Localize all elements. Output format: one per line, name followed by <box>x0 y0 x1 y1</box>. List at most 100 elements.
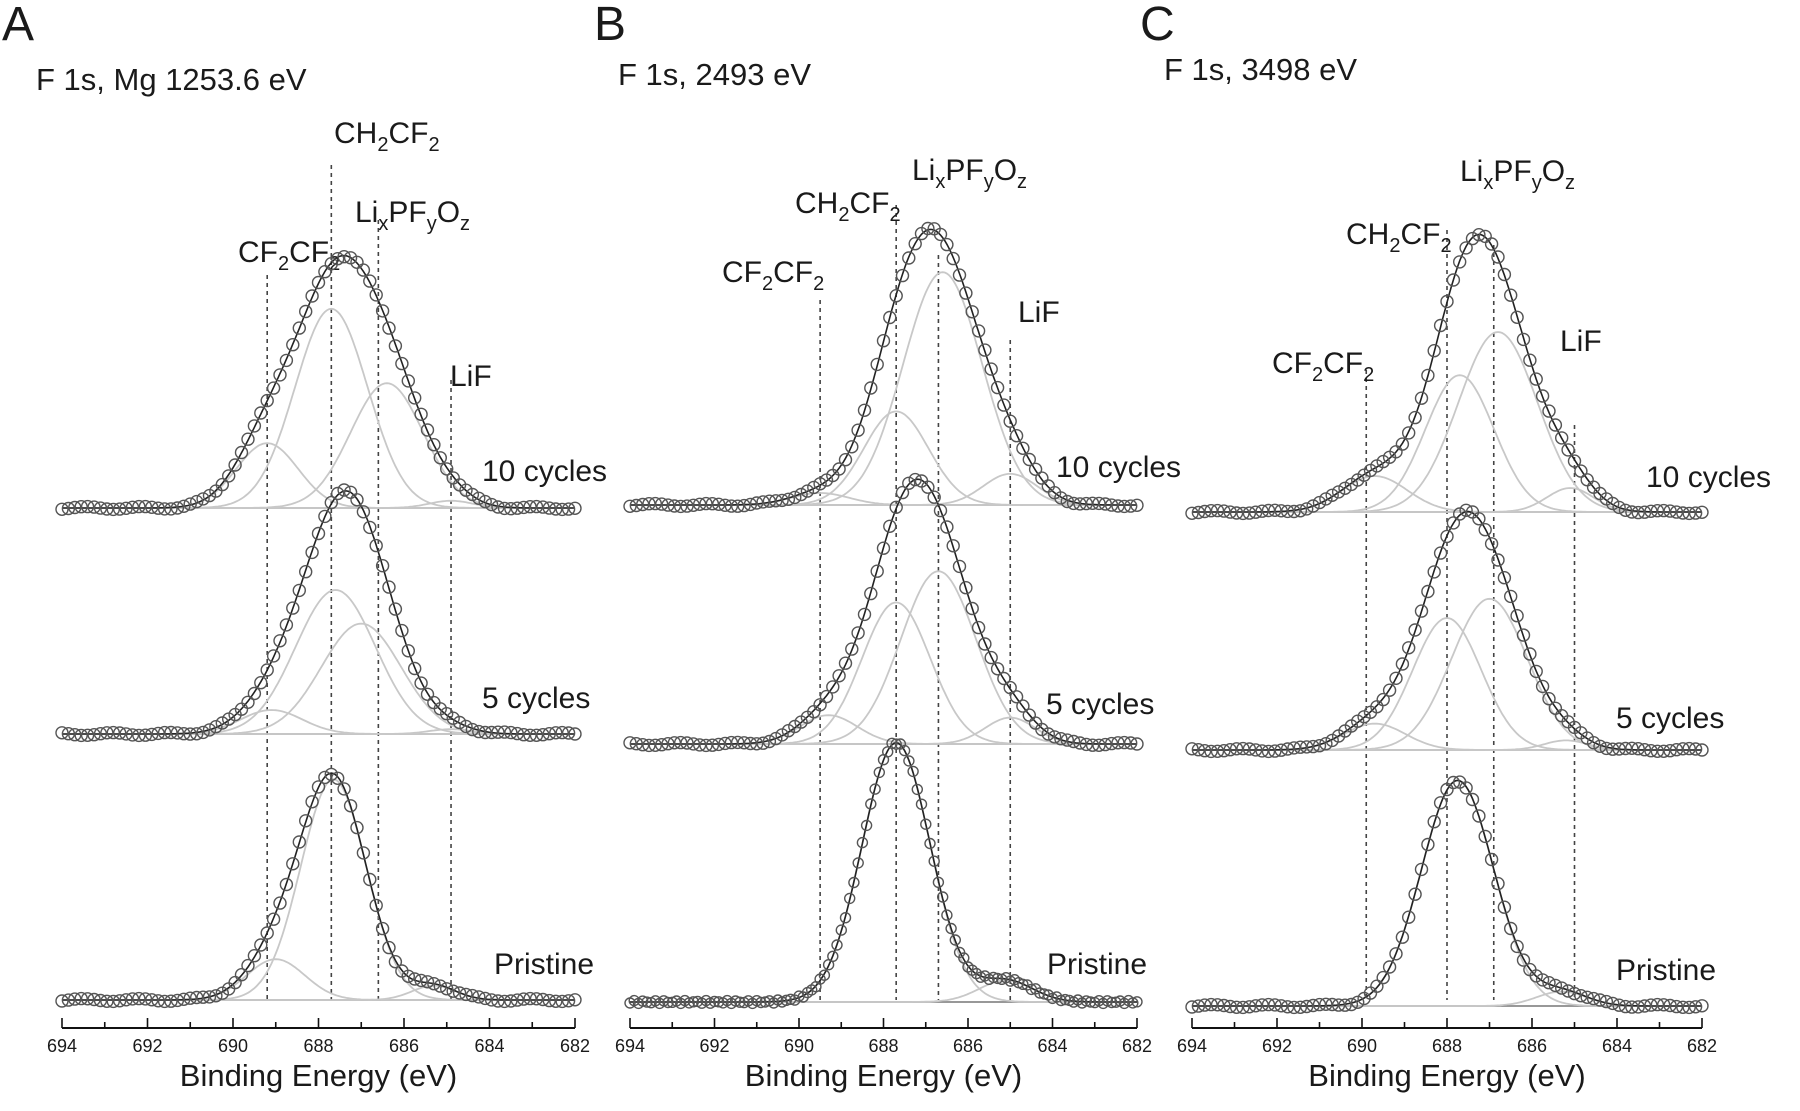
data-point-marker <box>845 642 859 656</box>
data-point-marker <box>1350 995 1365 1009</box>
data-point-marker <box>844 892 856 905</box>
data-point-marker <box>1688 506 1703 520</box>
data-point-marker <box>151 726 165 741</box>
data-point-marker <box>1248 999 1263 1013</box>
species-label: CH2CF2 <box>1346 218 1452 257</box>
data-point-marker <box>1054 732 1068 746</box>
x-tick-label: 694 <box>47 1036 77 1056</box>
data-point-marker <box>561 994 576 1008</box>
data-point-marker <box>940 520 954 534</box>
data-point-marker <box>1331 998 1346 1012</box>
data-point-marker <box>1131 996 1143 1008</box>
x-axis-title: Binding Energy (eV) <box>180 1058 457 1093</box>
data-point-marker <box>1401 910 1416 924</box>
data-point-marker <box>164 502 178 516</box>
species-label: LixPFyOz <box>1460 155 1575 194</box>
data-point-marker <box>510 726 524 741</box>
data-point-marker <box>1497 571 1512 585</box>
data-point-marker <box>1574 464 1588 478</box>
data-point-marker <box>1593 993 1607 1007</box>
data-point-marker <box>848 876 860 889</box>
data-point-marker <box>1688 742 1703 756</box>
data-point-marker <box>1236 1000 1250 1015</box>
data-point-marker <box>80 499 95 514</box>
data-point-marker <box>920 818 932 830</box>
data-point-marker <box>693 497 707 511</box>
data-point-marker <box>1440 529 1454 544</box>
data-point-marker <box>549 994 563 1008</box>
data-point-marker <box>420 423 435 437</box>
x-axis-title: Binding Energy (eV) <box>745 1058 1022 1093</box>
data-point-marker <box>1401 641 1416 655</box>
data-point-marker <box>756 736 770 750</box>
data-point-marker <box>433 451 447 465</box>
data-point-marker <box>465 722 480 737</box>
data-point-marker <box>1497 267 1512 282</box>
data-point-marker <box>369 288 383 302</box>
data-point-marker <box>1389 947 1403 961</box>
data-point-marker <box>1561 443 1575 457</box>
data-point-marker <box>517 500 531 515</box>
data-point-marker <box>1034 987 1046 999</box>
panel-a: AF 1s, Mg 1253.6 eV CF2CF2 CH2CF2 LixPFyOz L… <box>2 0 607 1093</box>
data-point-marker <box>395 356 409 371</box>
data-point-marker <box>247 949 262 963</box>
data-point-marker <box>818 969 831 981</box>
spectrum-10-cycles: 10 cycles <box>55 250 607 517</box>
data-point-marker <box>536 992 550 1007</box>
species-label: LixPFyOz <box>912 154 1027 193</box>
data-point-marker <box>145 727 159 742</box>
spectrum-5-cycles: 5 cycles <box>623 472 1154 753</box>
data-point-marker <box>629 737 643 751</box>
data-point-marker <box>408 972 422 986</box>
data-point-marker <box>769 494 783 508</box>
data-point-marker <box>769 731 783 746</box>
data-point-marker <box>132 499 146 514</box>
data-point-marker <box>978 637 992 651</box>
data-point-marker <box>279 353 294 368</box>
data-point-marker <box>990 662 1005 676</box>
data-point-marker <box>112 502 127 516</box>
data-point-marker <box>870 564 884 578</box>
x-tick-label: 694 <box>1177 1036 1207 1056</box>
data-point-marker <box>247 419 262 433</box>
data-point-marker <box>1255 744 1269 758</box>
data-point-marker <box>119 501 133 515</box>
data-point-marker <box>1656 998 1671 1012</box>
data-point-marker <box>851 423 865 437</box>
species-label: CH2CF2 <box>334 117 440 156</box>
data-point-marker <box>1293 504 1308 518</box>
data-point-marker <box>1631 742 1645 756</box>
data-point-marker <box>497 501 512 516</box>
data-point-marker <box>832 669 846 683</box>
data-point-marker <box>1287 504 1301 519</box>
data-point-marker <box>452 986 467 1000</box>
data-point-marker <box>1535 679 1550 694</box>
data-point-marker <box>1446 273 1461 287</box>
data-point-marker <box>1325 997 1339 1012</box>
x-axis-title: Binding Energy (eV) <box>1308 1058 1585 1093</box>
data-point-marker <box>1041 727 1056 741</box>
data-point-marker <box>1280 504 1295 519</box>
species-label: LiF <box>1560 325 1602 358</box>
data-point-marker <box>1299 740 1314 754</box>
data-point-marker <box>189 727 204 741</box>
data-point-marker <box>273 368 287 382</box>
data-point-marker <box>561 726 576 740</box>
data-point-marker <box>478 991 492 1006</box>
data-point-marker <box>1631 505 1645 520</box>
data-point-marker <box>440 982 454 996</box>
data-point-marker <box>491 725 505 739</box>
data-point-marker <box>241 432 255 446</box>
data-point-marker <box>1217 998 1231 1013</box>
spectrum-10-cycles: 10 cycles <box>1185 227 1771 521</box>
data-point-marker <box>331 486 345 501</box>
data-point-marker <box>1612 998 1626 1012</box>
data-point-marker <box>731 735 745 750</box>
data-point-marker <box>895 268 910 283</box>
data-point-marker <box>401 969 415 983</box>
data-point-marker <box>1459 781 1473 795</box>
data-point-marker <box>542 993 556 1008</box>
data-point-marker <box>472 990 486 1004</box>
data-point-marker <box>542 727 556 741</box>
